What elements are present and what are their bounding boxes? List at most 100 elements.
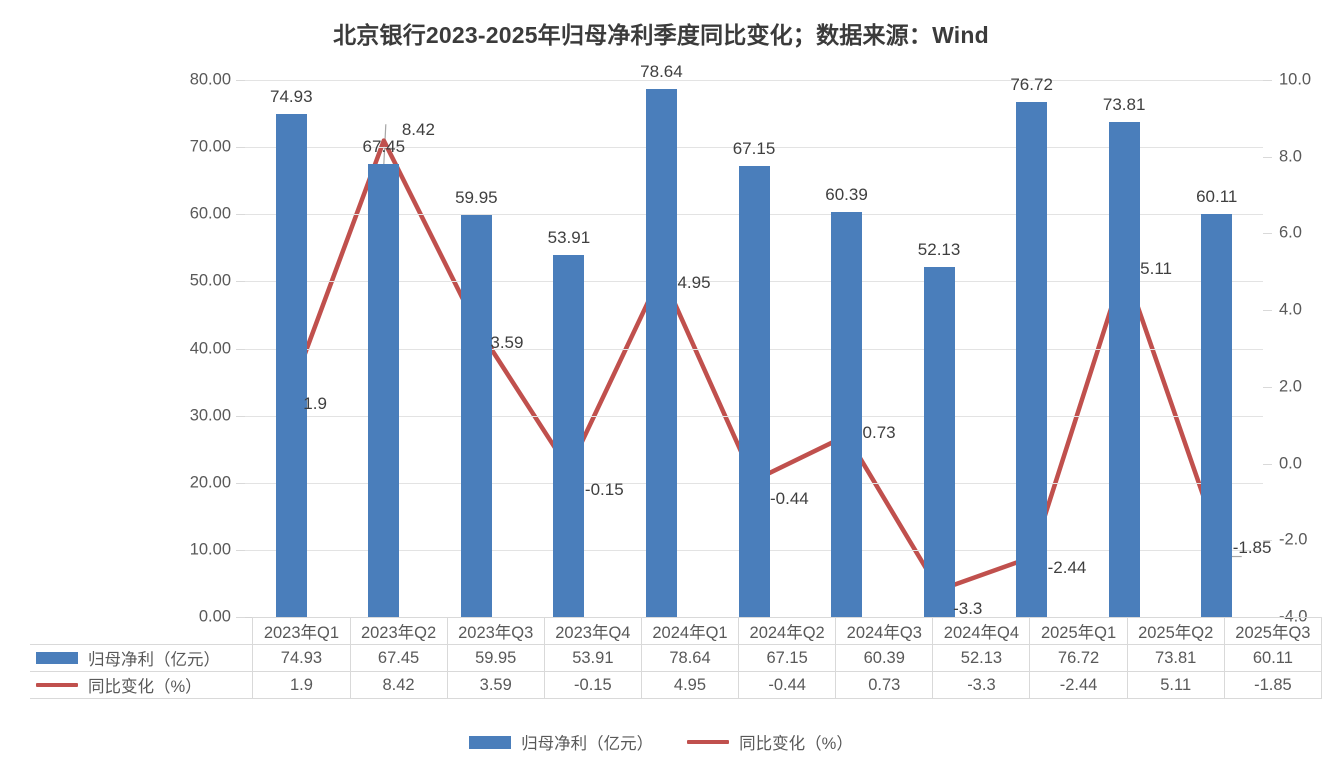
y-axis-tick-label-left: 80.00 — [189, 70, 231, 89]
bar — [460, 214, 492, 617]
bar-value-label: 73.81 — [1102, 94, 1146, 114]
y-axis-tick-label-right: 8.0 — [1279, 147, 1302, 166]
y-axis-tick-mark-left — [236, 617, 245, 618]
y-axis-tick-label-left: 70.00 — [189, 137, 231, 156]
y-axis-tick-mark-right — [1263, 310, 1272, 312]
table-cell: 3.59 — [446, 671, 545, 699]
legend-item[interactable]: 同比变化（%） — [687, 730, 853, 754]
bar — [553, 255, 585, 617]
table-cell: 60.11 — [1223, 644, 1322, 672]
plot-area: 74.93 67.45 59.95 53.91 78.64 67.15 60.39 52.13… — [245, 62, 1271, 619]
table-column-header: 2023年Q3 — [446, 617, 545, 645]
bar-value-label: 53.91 — [547, 228, 591, 248]
table-column-header: 2024年Q3 — [835, 617, 934, 645]
line-swatch-icon — [687, 740, 730, 744]
line-value-label: -1.85 — [1232, 537, 1272, 557]
table-cell: 67.45 — [349, 644, 448, 672]
table-cell: 1.9 — [252, 671, 351, 699]
y-axis-tick-mark-right — [1263, 386, 1272, 388]
y-axis-tick-mark-left — [236, 214, 245, 216]
bar — [1016, 102, 1048, 617]
y-axis-tick-label-right: 2.0 — [1279, 377, 1302, 396]
bar-value-label: 59.95 — [455, 187, 498, 207]
bar — [368, 164, 400, 617]
chart-legend: 归母净利（亿元） 同比变化（%） — [0, 730, 1322, 754]
table-cell: 67.15 — [738, 644, 837, 672]
line-value-label: 0.73 — [862, 422, 896, 442]
bar-swatch-icon — [469, 735, 512, 749]
bar-value-label: 78.64 — [640, 62, 683, 82]
y-axis-tick-label-right: 10.0 — [1279, 70, 1312, 89]
bar — [923, 267, 955, 617]
table-row: 归母净利（亿元） 74.93 67.45 59.95 53.91 78.64 67.15 60… — [30, 644, 1322, 672]
bar-value-label: 76.72 — [1010, 75, 1053, 95]
table-column-header: 2023年Q1 — [252, 617, 351, 645]
bar-swatch-icon — [36, 652, 78, 664]
line-value-label: -2.44 — [1047, 558, 1087, 578]
table-column-header: 2023年Q4 — [543, 617, 642, 645]
y-axis-tick-label-left: 60.00 — [189, 204, 231, 223]
legend-label: 归母净利（亿元） — [521, 735, 654, 753]
table-header-row: 2023年Q1 2023年Q2 2023年Q3 2023年Q4 2024年Q1 2024年… — [30, 617, 1322, 645]
y-axis-tick-mark-left — [236, 281, 245, 283]
line-value-label: 3.59 — [490, 332, 524, 352]
y-axis-tick-mark-right — [1263, 463, 1272, 465]
table-cell: 74.93 — [252, 644, 351, 672]
table-cell: 76.72 — [1029, 644, 1128, 672]
line-value-label: -0.44 — [770, 489, 809, 509]
y-axis-tick-label-left: 0.00 — [198, 607, 231, 626]
y-axis-tick-label-left: 10.00 — [189, 540, 231, 559]
table-cell: 59.95 — [446, 644, 545, 672]
table-corner-cell — [30, 618, 253, 645]
table-column-header: 2023年Q2 — [349, 617, 448, 645]
table-cell: 52.13 — [932, 644, 1031, 672]
y-axis-tick-label-right: -2.0 — [1279, 530, 1308, 549]
y-axis-tick-label-right: 0.0 — [1279, 454, 1302, 473]
table-cell: -2.44 — [1029, 671, 1128, 699]
y-axis-tick-label-left: 30.00 — [189, 406, 231, 425]
bar — [645, 89, 677, 617]
line-value-label: 8.42 — [401, 119, 435, 139]
bar-value-label: 67.45 — [362, 137, 406, 157]
bar — [738, 166, 770, 617]
y-axis-tick-label-left: 50.00 — [189, 271, 231, 290]
legend-label: 同比变化（%） — [739, 735, 853, 753]
y-axis-tick-label-left: 40.00 — [189, 339, 231, 357]
y-axis-tick-mark-right — [1263, 80, 1272, 81]
table-column-header: 2025年Q2 — [1126, 617, 1225, 645]
y-axis-tick-mark-left — [236, 482, 245, 484]
bar — [831, 211, 863, 617]
table-cell: -1.85 — [1223, 671, 1322, 699]
chart-title: 北京银行2023-2025年归母净利季度同比变化；数据来源：Wind — [333, 22, 989, 48]
table-cell: 4.95 — [640, 671, 740, 699]
table-cell: 53.91 — [543, 644, 642, 672]
gridline — [245, 80, 1263, 81]
bar-value-label: 60.39 — [825, 184, 868, 204]
bar-value-label: 52.13 — [917, 240, 961, 260]
legend-item[interactable]: 归母净利（亿元） — [469, 730, 653, 754]
bar-value-label: 60.11 — [1196, 186, 1238, 206]
table-series-name-cell: 同比变化（%） — [30, 671, 254, 699]
y-axis-tick-mark-left — [236, 549, 245, 551]
bar — [1201, 213, 1233, 617]
y-axis-tick-label-right: 6.0 — [1279, 223, 1302, 242]
table-column-header: 2024年Q1 — [640, 617, 740, 645]
table-cell: 8.42 — [349, 671, 448, 699]
y-axis-tick-mark-right — [1263, 540, 1272, 542]
table-cell: 78.64 — [640, 644, 740, 672]
line-value-label: -3.3 — [953, 599, 983, 619]
line-value-label: 4.95 — [677, 272, 711, 292]
table-column-header: 2024年Q4 — [932, 617, 1031, 645]
y-axis-tick-mark-right — [1263, 156, 1272, 158]
bar-value-label: 67.15 — [732, 139, 776, 159]
table-column-header: 2024年Q2 — [738, 617, 837, 645]
line-value-label: 1.9 — [303, 393, 327, 413]
table-cell: 60.39 — [835, 644, 934, 672]
bar — [275, 114, 307, 617]
table-cell: 5.11 — [1126, 671, 1225, 699]
table-row: 同比变化（%） 1.9 8.42 3.59 -0.15 4.95 -0.44 0.73 -3.3… — [30, 671, 1322, 699]
table-column-header: 2025年Q3 — [1223, 617, 1322, 645]
y-axis-tick-mark-left — [236, 80, 245, 81]
bar — [1108, 121, 1140, 617]
